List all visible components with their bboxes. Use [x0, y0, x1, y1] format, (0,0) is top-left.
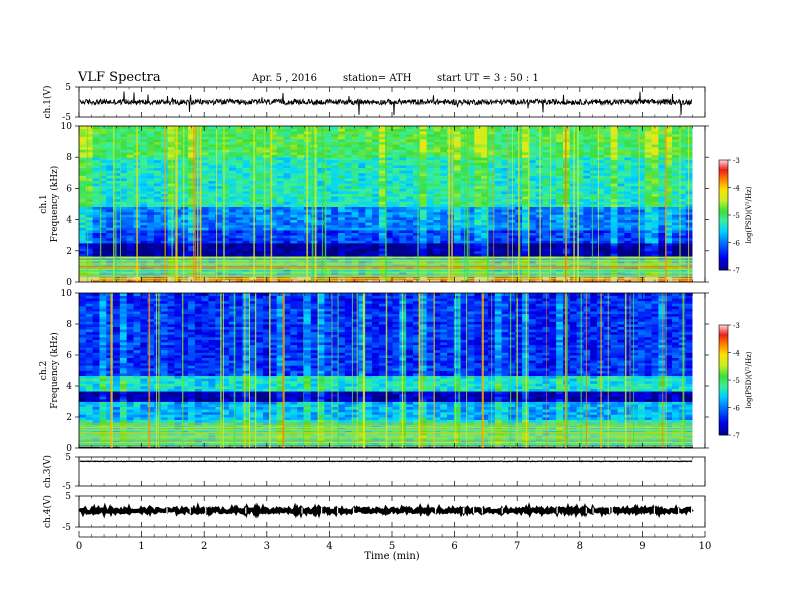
- ch1-ylabel-frequency: Frequency (kHz): [49, 166, 60, 243]
- ch3-ytick-label-1: -5: [62, 482, 71, 492]
- ch1-colorbar-tick-1: -4: [733, 185, 740, 193]
- time-tick-label-3: 3: [264, 541, 270, 552]
- time-axis-label: Time (min): [364, 551, 419, 562]
- ch3-ytick-label-0: 5: [65, 453, 71, 463]
- ch1-ytick-label-1: 2: [66, 247, 72, 257]
- ch4-waveform-line: [78, 502, 694, 519]
- ch2-colorbar: -3 -4 -5 -6 -7 log(PSD)(V²/Hz): [718, 322, 753, 440]
- ch2-colorbar-tick-1: -4: [733, 350, 740, 358]
- ch1-ytick-label-1: -5: [62, 113, 71, 123]
- ch2-colorbar-tick-2: -5: [733, 377, 740, 385]
- time-tick-label-6: 6: [451, 541, 457, 552]
- ch2-ytick-label-1: 2: [66, 413, 72, 423]
- ch2-no-data-area: [692, 293, 705, 448]
- ch2-colorbar-label: log(PSD)(V²/Hz): [745, 351, 753, 408]
- ch4-panel: 5 -5 ch.4(V): [42, 492, 706, 533]
- ch1-waveform-line: [79, 91, 693, 116]
- ch2-ytick-label-0: 0: [66, 444, 72, 454]
- start-time-label: start UT = 3 : 50 : 1: [437, 73, 539, 84]
- station-label: station= ATH: [343, 73, 412, 84]
- ch1-ytick-label-5: 10: [61, 122, 73, 132]
- ch2-spectrogram-panel: 0 2 4 6 8 10 ch.2 Frequency (kHz) -3 -4 -5 -6 -7 log(…: [39, 289, 753, 454]
- ch1-ytick-label-0: 0: [66, 278, 72, 288]
- time-tick-label-4: 4: [326, 541, 332, 552]
- ch2-colorbar-tick-0: -3: [733, 322, 740, 330]
- time-tick-label-5: 5: [389, 541, 395, 552]
- ch2-ytick-label-2: 4: [66, 382, 72, 392]
- time-axis: 0 1 2 3 4 5 6 7 8 9 10 Time (min): [76, 531, 712, 562]
- ch1-ytick-label-3: 6: [66, 184, 72, 194]
- time-tick-label-1: 1: [138, 541, 144, 552]
- ch2-ytick-label-4: 8: [66, 320, 72, 330]
- ch2-ytick-label-5: 10: [61, 289, 73, 299]
- ch1-ylabel-channel: ch.1: [39, 194, 49, 213]
- chart-title: VLF Spectra: [78, 70, 161, 85]
- ch1-ytick-label-0: 5: [65, 83, 71, 93]
- ch1-no-data-area: [692, 126, 705, 282]
- ch4-ytick-label-0: 5: [65, 492, 71, 502]
- time-tick-label-0: 0: [76, 541, 82, 552]
- time-tick-label-10: 10: [699, 541, 712, 552]
- ch1-colorbar-tick-3: -6: [733, 240, 740, 248]
- time-tick-label-9: 9: [639, 541, 645, 552]
- ch4-ytick-label-1: -5: [62, 523, 71, 533]
- ch1-ylabel: ch.1(V): [42, 86, 53, 119]
- ch2-colorbar-tick-3: -6: [733, 405, 740, 413]
- ch1-colorbar-tick-2: -5: [733, 212, 740, 220]
- ch3-ylabel: ch.3(V): [42, 455, 53, 488]
- ch2-colorbar-tick-4: -7: [733, 432, 740, 440]
- ch2-ytick-label-3: 6: [66, 351, 72, 361]
- time-tick-label-7: 7: [514, 541, 520, 552]
- ch2-ylabel-channel: ch.2: [39, 361, 49, 380]
- ch3-panel: 5 -5 ch.3(V): [42, 453, 706, 492]
- ch1-ytick-label-2: 4: [66, 216, 72, 226]
- ch1-colorbar: -3 -4 -5 -6 -7 log(PSD)(V²/Hz): [718, 157, 753, 275]
- ch1-spectrogram-panel: 0 2 4 6 8 10 ch.1 Frequency (kHz) -3 -4 -5 -6 -7 log(…: [39, 122, 753, 288]
- time-tick-label-2: 2: [201, 541, 207, 552]
- ch1-colorbar-tick-4: -7: [733, 267, 740, 275]
- ch2-ylabel-frequency: Frequency (kHz): [49, 332, 60, 409]
- time-tick-label-8: 8: [577, 541, 583, 552]
- ch1-panel: 5 -5 ch.1(V): [42, 83, 706, 123]
- ch2-sferics: [110, 293, 685, 448]
- ch1-colorbar-tick-0: -3: [733, 157, 740, 165]
- ch1-ytick-label-4: 8: [66, 153, 72, 163]
- ch4-ylabel: ch.4(V): [42, 495, 53, 528]
- ch3-waveform-line: [79, 460, 693, 463]
- date-label: Apr. 5 , 2016: [252, 73, 318, 84]
- ch1-colorbar-label: log(PSD)(V²/Hz): [745, 186, 753, 243]
- ch1-sferics: [87, 126, 690, 282]
